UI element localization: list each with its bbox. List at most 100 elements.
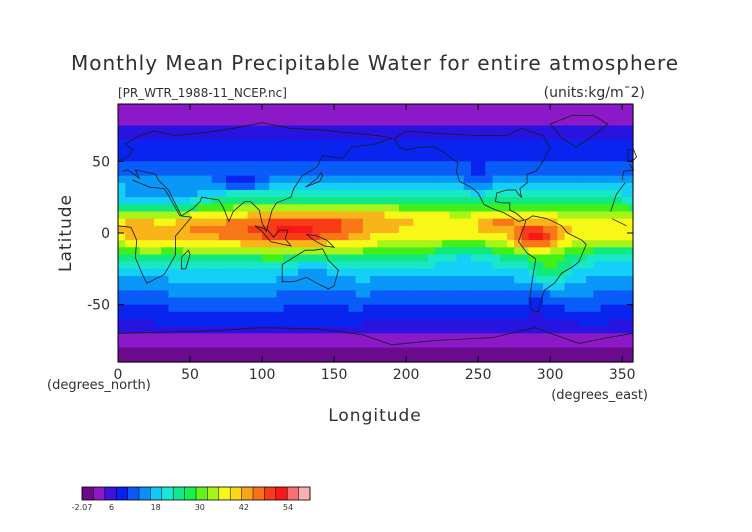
field-cell [593,175,602,184]
field-cell [449,104,458,112]
field-cell [470,268,479,277]
field-cell [283,175,292,184]
field-cell [204,240,213,248]
field-cell [218,125,227,134]
field-cell [442,111,450,119]
field-cell [125,240,133,248]
field-cell [182,333,191,342]
field-cell [571,276,580,284]
field-cell [499,175,508,184]
field-cell [283,347,292,356]
field-cell [600,132,609,141]
field-cell [492,161,501,170]
field-cell [586,225,594,234]
field-cell [269,283,278,291]
field-cell [247,197,256,205]
field-cell [240,111,249,119]
field-cell [492,147,501,155]
field-cell [139,311,148,320]
field-cell [226,197,234,205]
field-cell [240,197,249,205]
field-cell [499,311,508,320]
field-cell [550,233,558,241]
field-cell [211,218,220,227]
field-cell [290,319,299,327]
field-cell [247,190,256,198]
field-cell [326,104,335,112]
field-cell [535,240,544,248]
field-cell [132,147,141,155]
field-cell [564,104,573,112]
field-cell [240,261,249,270]
field-cell [607,297,616,306]
field-cell [370,218,378,227]
field-cell [622,254,630,263]
field-cell [276,247,285,256]
field-cell [312,304,321,313]
field-cell [521,347,530,356]
field-cell [384,218,393,227]
field-cell [161,139,170,148]
field-cell [355,268,364,277]
field-cell [506,175,515,184]
field-cell [571,319,580,327]
field-cell [283,333,292,342]
field-cell [427,182,436,191]
colorbar-swatch [127,487,140,500]
field-cell [578,254,587,263]
field-cell [463,211,472,220]
field-cell [557,118,566,127]
field-cell [398,125,407,134]
field-cell [622,111,630,119]
field-cell [535,311,544,320]
field-cell [370,319,378,327]
field-cell [629,233,634,241]
field-cell [262,261,270,270]
field-cell [276,161,285,170]
field-cell [298,333,306,342]
field-cell [283,304,292,313]
field-cell [211,168,220,177]
field-cell [600,283,609,291]
field-cell [125,168,133,177]
field-cell [341,211,350,220]
field-cell [514,319,522,327]
field-cell [622,154,630,162]
field-cell [607,175,616,184]
field-cell [607,104,616,112]
field-cell [506,268,515,277]
field-cell [290,161,299,170]
field-cell [154,326,162,334]
field-cell [168,254,177,263]
field-cell [204,104,213,112]
field-cell [542,304,551,313]
field-cell [132,304,141,313]
field-cell [362,354,371,363]
field-cell [622,104,630,112]
field-cell [514,276,522,284]
field-cell [283,161,292,170]
field-cell [197,161,206,170]
field-cell [456,276,465,284]
field-cell [406,304,414,313]
field-cell [427,211,436,220]
field-cell [290,118,299,127]
field-cell [499,125,508,134]
field-cell [413,147,422,155]
field-cell [470,111,479,119]
field-cell [298,304,306,313]
field-cell [449,218,458,227]
field-cell [593,132,602,141]
field-cell [384,118,393,127]
field-cell [290,326,299,334]
field-cell [247,333,256,342]
field-cell [413,354,422,363]
field-cell [283,125,292,134]
field-cell [434,197,443,205]
field-cell [326,161,335,170]
field-cell [269,297,278,306]
field-cell [607,354,616,363]
field-cell [571,247,580,256]
field-cell [175,333,184,342]
field-cell [586,297,594,306]
